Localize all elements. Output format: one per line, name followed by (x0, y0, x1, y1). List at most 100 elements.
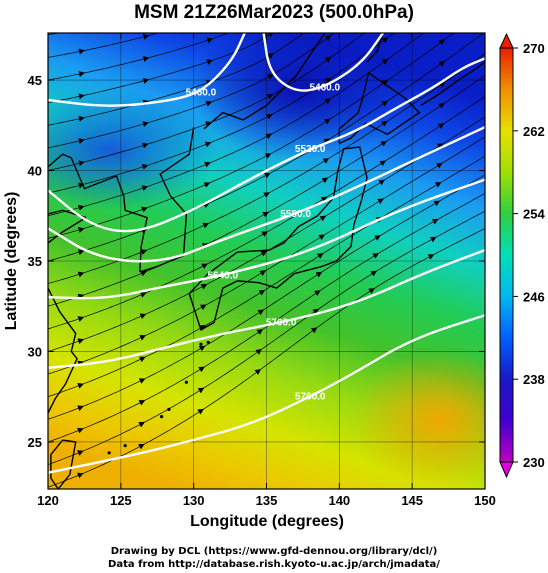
streamline-arrow (77, 360, 84, 367)
coastline (139, 126, 195, 273)
x-tick-label: 150 (474, 493, 496, 508)
streamline-arrow (78, 115, 85, 122)
streamline-arrow (203, 182, 211, 188)
streamline-arrow (258, 289, 266, 296)
streamline-arrow (438, 39, 446, 46)
contour-label: 5640.0 (208, 271, 239, 282)
x-axis: 120 125 130 135 140 145 150 (37, 33, 496, 508)
streamline (48, 136, 485, 375)
island (206, 340, 210, 345)
streamline-arrow (324, 98, 332, 105)
streamline-arrow (437, 123, 445, 130)
streamline-arrow (78, 93, 85, 100)
y-tick-label: 30 (28, 344, 42, 359)
streamline-arrow (264, 153, 272, 159)
streamline-arrow (438, 82, 446, 88)
streamline (48, 228, 485, 488)
island (184, 380, 188, 384)
streamline-arrow (202, 202, 210, 209)
streamline-arrow (381, 79, 389, 86)
streamline-arrow (77, 316, 85, 322)
streamline (48, 53, 485, 284)
contour-label: 5460.0 (186, 88, 217, 99)
colorbar-tick-label: 230 (523, 455, 545, 470)
streamline-arrow (199, 304, 207, 311)
streamline-arrow (78, 71, 85, 78)
streamline-arrow (260, 250, 268, 257)
streamline (48, 210, 485, 465)
streamline-arrow (434, 182, 442, 188)
streamline-arrow (202, 222, 210, 229)
coastline (48, 217, 87, 244)
streamline (48, 33, 425, 217)
colorbar-tick-label: 254 (523, 207, 545, 222)
streamline-arrow (320, 196, 328, 203)
streamline-arrow (80, 28, 84, 29)
streamline-arrow (380, 120, 388, 127)
streamline-arrow (322, 158, 330, 164)
streamline-arrow (138, 378, 146, 384)
streamline-arrow (316, 253, 324, 259)
streamline (48, 155, 485, 398)
streamline-arrow (265, 133, 273, 140)
contour-label: 5760.0 (295, 392, 326, 403)
island (107, 451, 111, 455)
y-tick-label: 45 (28, 73, 42, 88)
streamline-arrow (380, 140, 387, 147)
coastline (48, 287, 78, 414)
streamline-arrow (314, 290, 321, 297)
streamline-arrow (138, 356, 146, 363)
colorbar-tick-label: 238 (523, 372, 545, 387)
height-contours: 5460.0 5460.0 5520.0 5580.0 5640.0 5700.0 5760… (48, 33, 485, 474)
streamline-arrow (261, 231, 269, 237)
contour-line (48, 33, 246, 107)
streamline-arrow (138, 400, 146, 406)
streamline-arrow (78, 160, 85, 167)
streamline (48, 74, 485, 307)
streamline-arrow (201, 263, 208, 270)
streamline-arrow (198, 366, 205, 373)
streamlines (48, 28, 485, 488)
streamline-arrow (199, 325, 207, 331)
streamline-arrow (141, 206, 148, 213)
streamline-arrow (206, 59, 213, 65)
streamline-arrow (323, 138, 331, 145)
streamline-arrow (436, 162, 443, 169)
streamline-arrow (381, 37, 389, 44)
chart-title: MSM 21Z26Mar2023 (500.0hPa) (134, 2, 414, 23)
streamline-arrow (310, 327, 318, 334)
streamline (48, 33, 335, 149)
contour-label: 5460.0 (310, 82, 341, 93)
streamline-arrow (78, 48, 85, 55)
streamline-arrow (312, 308, 320, 315)
coastline (188, 146, 368, 331)
contour-line (48, 57, 485, 233)
streamline-arrow (266, 113, 273, 120)
colorbar: 230 238 246 254 262 270 (499, 32, 545, 479)
streamline-arrow (78, 204, 85, 211)
island (123, 443, 127, 448)
streamline-arrow (379, 160, 387, 167)
streamline-arrow (200, 284, 208, 290)
streamline-arrow (377, 198, 384, 205)
streamline-arrow (77, 405, 84, 412)
streamline-arrow (139, 335, 147, 341)
streamline-arrow (267, 74, 274, 80)
streamline-arrow (427, 254, 435, 260)
streamline-arrow (198, 345, 206, 352)
streamline-arrow (262, 211, 269, 218)
streamline-arrow (318, 234, 326, 241)
y-tick-label: 25 (28, 435, 42, 450)
y-tick-label: 40 (28, 164, 42, 179)
streamline (48, 33, 273, 104)
streamline (48, 33, 365, 171)
y-axis: 25 30 35 40 45 (28, 73, 485, 450)
streamline-arrow (204, 141, 212, 148)
streamline-arrow (438, 102, 445, 109)
y-axis-label: Latitude (degrees) (3, 192, 20, 331)
colorbar-bottom-arrow (499, 461, 514, 479)
streamline-arrow (77, 338, 85, 345)
streamline-arrow (142, 33, 150, 40)
y-tick-label: 35 (28, 254, 42, 269)
warm-core (350, 350, 485, 489)
